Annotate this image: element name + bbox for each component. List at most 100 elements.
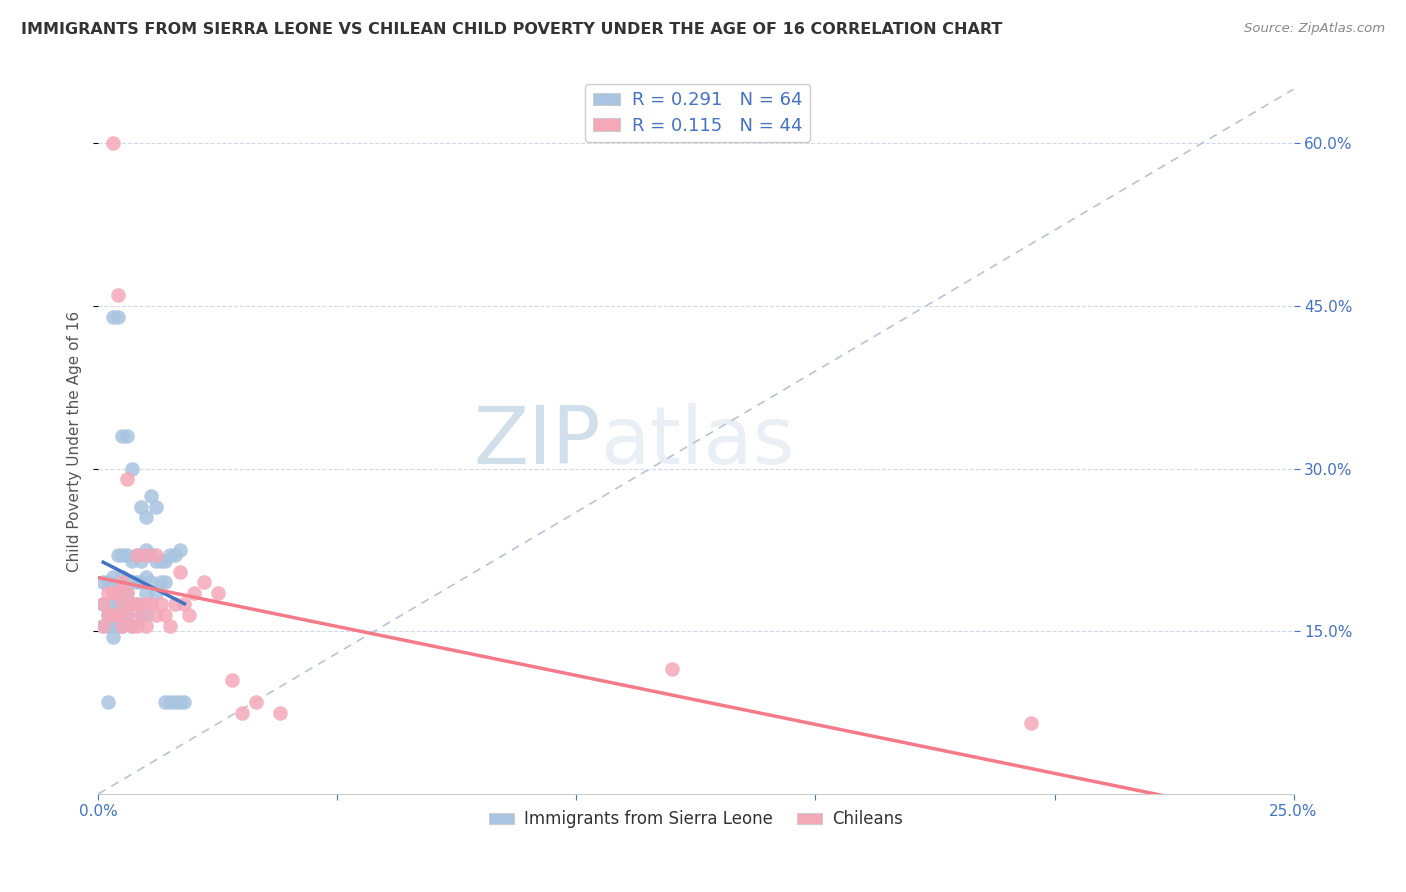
Point bbox=[111, 597, 134, 611]
Point bbox=[135, 607, 157, 622]
Point bbox=[139, 489, 162, 503]
Point bbox=[115, 586, 138, 600]
Point bbox=[125, 575, 148, 590]
Point bbox=[107, 597, 129, 611]
Point bbox=[131, 500, 153, 514]
Point bbox=[101, 136, 124, 151]
Point bbox=[135, 597, 157, 611]
Point bbox=[107, 310, 129, 324]
Point bbox=[97, 607, 120, 622]
Point bbox=[101, 597, 124, 611]
Point bbox=[107, 619, 129, 633]
Point bbox=[97, 575, 120, 590]
Point bbox=[173, 695, 195, 709]
Point bbox=[145, 607, 167, 622]
Point bbox=[139, 549, 162, 563]
Point bbox=[131, 575, 153, 590]
Point bbox=[149, 575, 172, 590]
Point bbox=[101, 619, 124, 633]
Point bbox=[91, 619, 114, 633]
Point bbox=[107, 575, 129, 590]
Point bbox=[231, 706, 253, 720]
Point bbox=[107, 607, 129, 622]
Point bbox=[135, 549, 157, 563]
Legend: Immigrants from Sierra Leone, Chileans: Immigrants from Sierra Leone, Chileans bbox=[482, 804, 910, 835]
Point bbox=[245, 695, 267, 709]
Point bbox=[155, 607, 177, 622]
Point bbox=[125, 597, 148, 611]
Point bbox=[111, 619, 134, 633]
Point bbox=[121, 461, 143, 475]
Point bbox=[661, 662, 683, 676]
Point bbox=[107, 607, 129, 622]
Point bbox=[173, 597, 195, 611]
Point bbox=[115, 586, 138, 600]
Point bbox=[115, 473, 138, 487]
Point bbox=[111, 597, 134, 611]
Point bbox=[145, 549, 167, 563]
Point bbox=[121, 597, 143, 611]
Point bbox=[125, 549, 148, 563]
Point bbox=[169, 565, 191, 579]
Point bbox=[159, 619, 181, 633]
Point bbox=[121, 597, 143, 611]
Point bbox=[101, 310, 124, 324]
Point bbox=[131, 607, 153, 622]
Point bbox=[97, 607, 120, 622]
Text: atlas: atlas bbox=[600, 402, 794, 481]
Point bbox=[169, 695, 191, 709]
Point bbox=[183, 586, 205, 600]
Point bbox=[121, 619, 143, 633]
Point bbox=[121, 554, 143, 568]
Y-axis label: Child Poverty Under the Age of 16: Child Poverty Under the Age of 16 bbox=[67, 311, 83, 572]
Point bbox=[269, 706, 291, 720]
Point bbox=[155, 695, 177, 709]
Point bbox=[115, 429, 138, 443]
Point bbox=[139, 597, 162, 611]
Point bbox=[97, 695, 120, 709]
Text: IMMIGRANTS FROM SIERRA LEONE VS CHILEAN CHILD POVERTY UNDER THE AGE OF 16 CORREL: IMMIGRANTS FROM SIERRA LEONE VS CHILEAN … bbox=[21, 22, 1002, 37]
Point bbox=[139, 575, 162, 590]
Point bbox=[125, 597, 148, 611]
Point bbox=[125, 549, 148, 563]
Point bbox=[111, 549, 134, 563]
Point bbox=[107, 586, 129, 600]
Point bbox=[115, 607, 138, 622]
Point bbox=[91, 597, 114, 611]
Point bbox=[135, 510, 157, 524]
Point bbox=[91, 619, 114, 633]
Point bbox=[115, 549, 138, 563]
Point bbox=[107, 549, 129, 563]
Point bbox=[91, 597, 114, 611]
Point bbox=[107, 288, 129, 302]
Point bbox=[145, 586, 167, 600]
Point bbox=[163, 597, 186, 611]
Point bbox=[149, 597, 172, 611]
Point bbox=[149, 554, 172, 568]
Point bbox=[101, 630, 124, 644]
Point bbox=[145, 554, 167, 568]
Text: Source: ZipAtlas.com: Source: ZipAtlas.com bbox=[1244, 22, 1385, 36]
Point bbox=[131, 554, 153, 568]
Point bbox=[111, 575, 134, 590]
Point bbox=[179, 607, 201, 622]
Point bbox=[135, 586, 157, 600]
Point bbox=[101, 586, 124, 600]
Point bbox=[163, 549, 186, 563]
Point bbox=[135, 619, 157, 633]
Point bbox=[115, 607, 138, 622]
Point bbox=[159, 695, 181, 709]
Point bbox=[207, 586, 229, 600]
Point bbox=[97, 586, 120, 600]
Point bbox=[91, 575, 114, 590]
Point bbox=[155, 554, 177, 568]
Point bbox=[159, 549, 181, 563]
Point bbox=[111, 429, 134, 443]
Point bbox=[193, 575, 215, 590]
Point bbox=[121, 575, 143, 590]
Point bbox=[135, 543, 157, 558]
Point bbox=[1019, 716, 1042, 731]
Point bbox=[135, 570, 157, 584]
Point bbox=[101, 607, 124, 622]
Point bbox=[163, 695, 186, 709]
